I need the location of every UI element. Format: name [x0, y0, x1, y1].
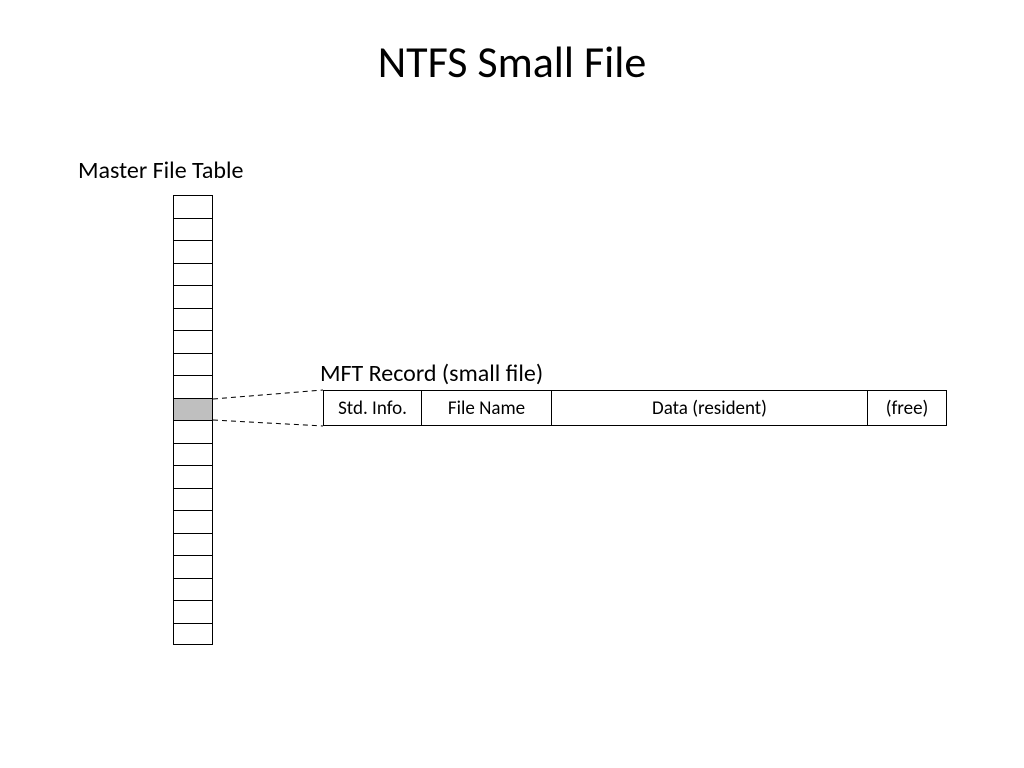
page-title: NTFS Small File — [0, 35, 1024, 89]
mft-row — [173, 330, 213, 353]
mft-row — [173, 398, 213, 421]
record-label: MFT Record (small file) — [320, 359, 543, 388]
mft-row — [173, 195, 213, 218]
mft-row — [173, 443, 213, 466]
mft-row — [173, 285, 213, 308]
mft-row — [173, 263, 213, 286]
mft-row — [173, 353, 213, 376]
record-cell: File Name — [422, 391, 552, 425]
mft-label: Master File Table — [78, 156, 243, 185]
mft-record: Std. Info.File NameData (resident)(free) — [323, 390, 947, 426]
mft-table — [173, 195, 213, 645]
mft-row — [173, 510, 213, 533]
mft-row — [173, 533, 213, 556]
mft-row — [173, 240, 213, 263]
mft-row — [173, 578, 213, 601]
mft-row — [173, 308, 213, 331]
record-cell: Data (resident) — [552, 391, 868, 425]
mft-row — [173, 420, 213, 443]
mft-row — [173, 555, 213, 578]
mft-row — [173, 375, 213, 398]
mft-row — [173, 488, 213, 511]
mft-row — [173, 600, 213, 623]
diagram-stage: NTFS Small File Master File Table MFT Re… — [0, 0, 1024, 768]
mft-row — [173, 465, 213, 488]
mft-row — [173, 218, 213, 241]
record-cell: (free) — [868, 391, 946, 425]
mft-row — [173, 623, 213, 646]
record-cell: Std. Info. — [324, 391, 422, 425]
